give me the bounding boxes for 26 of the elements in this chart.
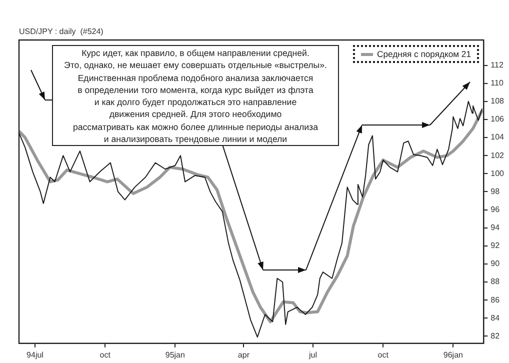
y-tick-label: 82: [490, 331, 500, 340]
y-tick-label: 94: [490, 223, 500, 232]
y-tick-label: 90: [490, 259, 500, 268]
x-tick-label: 94jul: [26, 350, 44, 360]
x-tick-label: oct: [100, 350, 112, 360]
x-tick-label: oct: [378, 350, 390, 360]
y-tick-label: 96: [490, 204, 500, 214]
y-tick-label: 110: [490, 78, 504, 88]
x-tick-label: apr: [238, 350, 250, 360]
y-tick-label: 102: [490, 150, 505, 160]
x-tick-label: 96jan: [443, 350, 463, 360]
chart-title: USD/JPY : daily (#524): [19, 27, 104, 36]
y-tick-label: 104: [490, 132, 505, 142]
y-tick-label: 98: [490, 186, 500, 196]
y-tick-label: 108: [490, 96, 505, 106]
y-tick-label: 100: [490, 168, 505, 178]
legend-label: Средняя с порядком 21: [377, 49, 471, 59]
y-tick-label: 86: [490, 295, 500, 304]
y-tick-label: 106: [490, 114, 505, 124]
x-tick-label: jul: [308, 350, 318, 360]
y-tick-label: 92: [490, 241, 500, 250]
y-tick-label: 84: [490, 313, 500, 322]
annotation: Курс идет, как правило, в общем направлении средней. Это, однако, не мешает ему совершать отдельные «выстрелы». Единственная проблема подобного анализа заключается в определении того момента, когда курс выйдет из флэта и как долго будет продолжаться это направление движения средней. Для этого необходимо рассматривать как можно более длинные периоды анализа и анализировать трендовые линии и модели: [52, 45, 339, 146]
y-tick-label: 112: [490, 60, 504, 70]
x-tick-label: 95jan: [165, 350, 185, 360]
y-tick-label: 88: [490, 277, 500, 286]
